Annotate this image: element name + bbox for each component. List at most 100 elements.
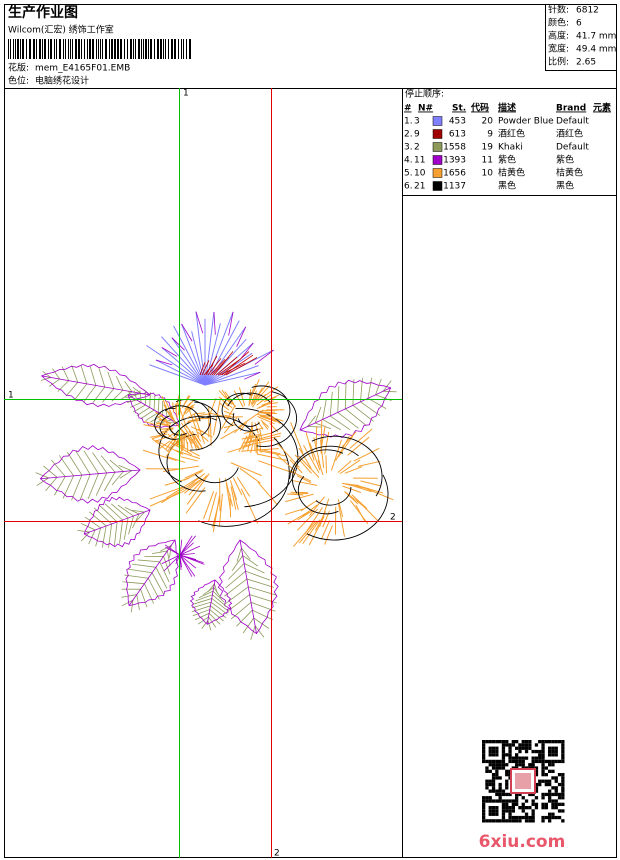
rose-stitch [239,467,261,484]
leaf-stitch [201,619,212,631]
bar [111,39,113,59]
qr-cell [488,740,492,744]
qr-cell [482,799,486,803]
qr-cell [528,746,532,750]
marker: 1 [183,89,189,99]
rose-stitch [309,496,325,516]
qr-cell [515,746,519,750]
qr-cell [561,796,565,800]
bar [141,39,142,59]
qr-cell [511,819,515,823]
qr-cell [551,753,555,757]
studio: Wilcom(汇宏) 绣饰工作室 [8,24,114,36]
bar [20,39,21,59]
bar [17,39,19,59]
color-swatch [432,155,443,165]
rose-stitch [266,415,284,422]
brand: 紫色 [556,154,574,166]
rose-stitch [246,430,252,443]
rose-stitch [337,499,344,518]
qr-cell [491,786,496,790]
rose-stitch [156,422,168,427]
needle: 11 [414,156,425,166]
info-value: 2.65 [576,58,596,68]
color-swatch [432,168,443,178]
qr-cell [557,796,562,800]
bar [100,39,101,59]
qr-cell [531,815,535,820]
rose-stitch [276,442,300,468]
qr-cell [501,789,506,793]
bar [109,39,110,59]
qr-cell [495,753,499,757]
qr-cell [508,753,512,757]
bar [183,39,184,59]
rose-stitch [167,456,186,463]
qr-cell [491,773,496,777]
rose-stitch [297,510,313,521]
bar [186,39,187,59]
rose-stitch [185,487,206,514]
qr-cell [482,815,486,820]
rose-stitch [305,432,315,461]
rose-stitch [186,473,210,505]
qr-cell [501,743,506,747]
petal-stitch [204,326,247,386]
petal-stitch [155,359,206,386]
rose-stitch [151,438,170,453]
bar [78,39,80,59]
rose-stitch [238,387,246,406]
qr-cell [488,812,492,816]
petal-edge [181,323,193,342]
bar [26,39,27,59]
qr-cell [551,815,555,820]
rose-stitch [309,442,321,471]
qr-cell [491,776,496,780]
rose-stitch [356,498,379,522]
code: 9 [487,130,493,140]
qr-cell [518,763,522,767]
column-header: N# [418,104,433,114]
qr-cell [561,746,565,750]
qr-cell [518,806,522,810]
stitches: 453 [449,117,466,127]
rose-stitch [342,485,362,493]
rose-stitch [335,435,350,462]
rose-stitch [165,477,199,499]
qr-cell [482,756,486,760]
accent-stitch [215,356,238,376]
code: 20 [482,117,494,127]
qr-cell [495,763,499,767]
qr-cell [495,789,499,793]
qr-cell [551,763,555,767]
qr-cell [488,799,492,803]
bud-stitch [179,554,181,564]
qr-cell [548,779,552,783]
leaf-vein [239,539,257,634]
info-value: 49.4 mm [576,45,616,55]
column-header: Brand [556,104,586,114]
qr-cell [524,819,529,823]
bud-stitch [179,554,205,565]
bar [68,39,69,59]
needle: 10 [414,169,426,179]
bar [81,39,82,59]
qr-cell [491,749,496,754]
rose-stitch [252,395,261,408]
rose-stitch [224,414,235,419]
rose-stitch [250,383,257,397]
qr-cell [501,819,506,823]
qr-cell [524,740,529,744]
qr-cell [551,769,555,773]
qr-cell [561,749,565,754]
qr-cell [528,815,532,820]
rose-stitch [350,500,369,525]
qr-cell [501,815,506,820]
rose-stitch [185,403,195,415]
rose-stitch [260,419,270,428]
bar [33,39,35,59]
rose-stitch [212,398,221,436]
petal-stitch [181,323,206,386]
stitches: 1656 [443,169,466,179]
qr-cell [561,753,565,757]
